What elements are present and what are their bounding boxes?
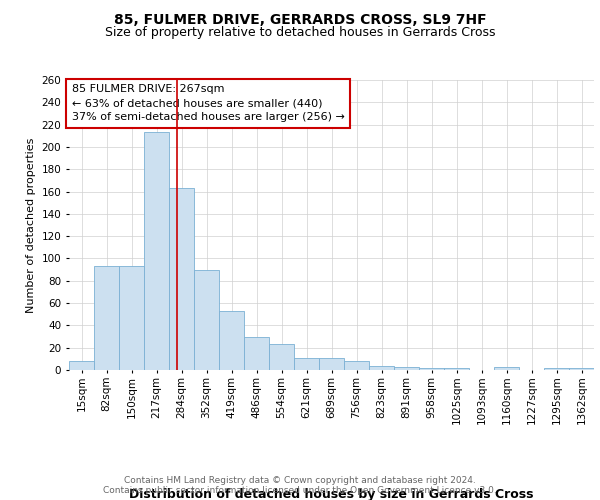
Bar — [194, 270, 219, 370]
Bar — [294, 358, 319, 370]
Text: 85, FULMER DRIVE, GERRARDS CROSS, SL9 7HF: 85, FULMER DRIVE, GERRARDS CROSS, SL9 7H… — [113, 12, 487, 26]
Bar — [569, 368, 594, 370]
Bar — [319, 358, 344, 370]
Bar — [369, 366, 394, 370]
Bar — [69, 361, 94, 370]
Bar — [219, 311, 244, 370]
Text: 85 FULMER DRIVE: 267sqm
← 63% of detached houses are smaller (440)
37% of semi-d: 85 FULMER DRIVE: 267sqm ← 63% of detache… — [71, 84, 344, 122]
Text: Contains HM Land Registry data © Crown copyright and database right 2024.
Contai: Contains HM Land Registry data © Crown c… — [103, 476, 497, 495]
Bar — [544, 368, 569, 370]
Bar — [144, 132, 169, 370]
Bar — [419, 368, 444, 370]
Bar — [494, 366, 519, 370]
X-axis label: Distribution of detached houses by size in Gerrards Cross: Distribution of detached houses by size … — [129, 488, 534, 500]
Text: Size of property relative to detached houses in Gerrards Cross: Size of property relative to detached ho… — [105, 26, 495, 39]
Bar — [94, 266, 119, 370]
Bar — [269, 344, 294, 370]
Bar — [444, 368, 469, 370]
Bar — [119, 266, 144, 370]
Bar — [244, 336, 269, 370]
Bar — [344, 361, 369, 370]
Bar — [169, 188, 194, 370]
Bar — [394, 366, 419, 370]
Y-axis label: Number of detached properties: Number of detached properties — [26, 138, 36, 312]
